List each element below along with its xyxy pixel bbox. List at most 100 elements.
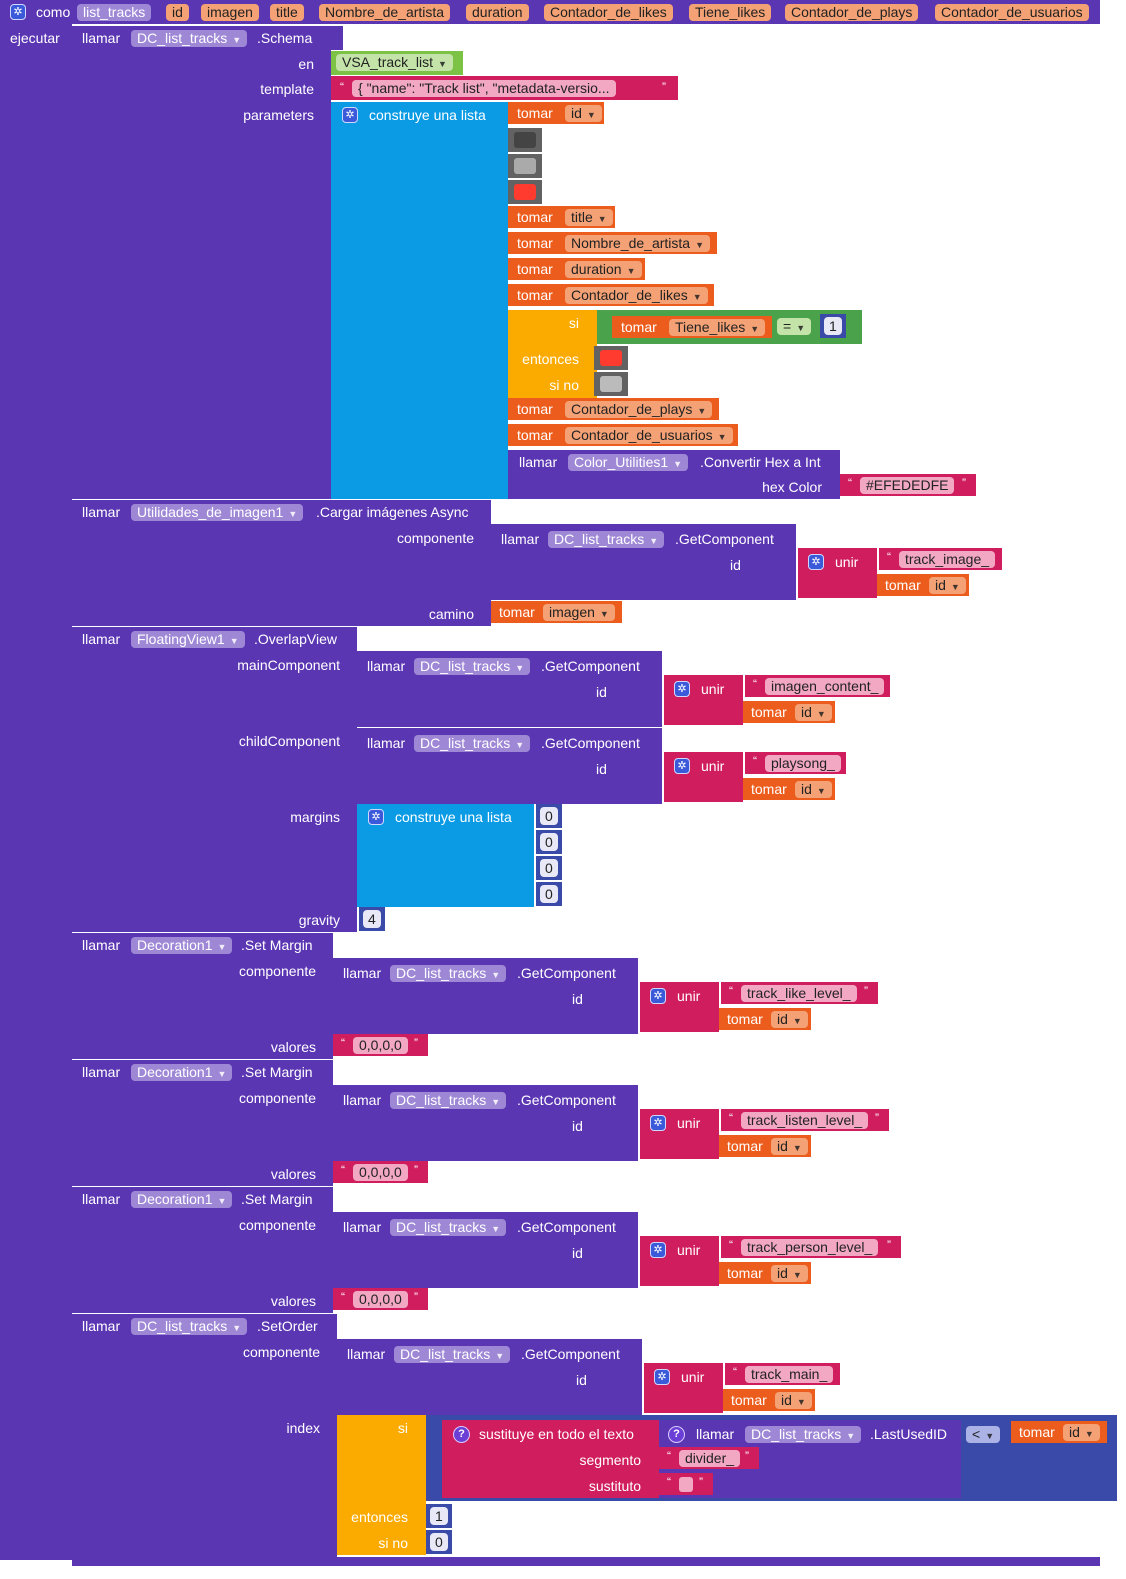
main-tomar-id-var[interactable]: id ▼ [795,704,832,721]
color-swatch[interactable] [514,184,536,200]
margin-value-1[interactable]: 0 [540,833,558,851]
margin-component-0[interactable]: Decoration1 ▼ [131,937,233,954]
param-6[interactable]: Tiene_likes [689,4,772,21]
schema-component[interactable]: DC_list_tracks ▼ [131,30,248,47]
child-getcomp-component[interactable]: DC_list_tracks ▼ [414,735,531,752]
main-join-text-value[interactable]: imagen_content_ [765,678,885,695]
index-if-block[interactable] [337,1415,426,1555]
param-4[interactable]: duration [466,4,529,21]
param-tomar-id-label: tomar [517,105,553,121]
param-3[interactable]: Nombre_de_artista [319,4,451,21]
margin1-getcomp-component[interactable]: DC_list_tracks ▼ [390,1092,507,1109]
help-icon[interactable]: ? [668,1426,685,1443]
param-5[interactable]: Contador_de_likes [544,4,673,21]
load-component[interactable]: Utilidades_de_imagen1 ▼ [131,504,304,521]
overlap-component[interactable]: FloatingView1 ▼ [131,631,245,648]
margin-component-1[interactable]: Decoration1 ▼ [131,1064,233,1081]
set-margin-block-1[interactable] [72,1060,333,1186]
set-margin-block-0[interactable] [72,933,333,1059]
margin-value-0[interactable]: 0 [540,807,558,825]
replace-all-block[interactable] [442,1420,659,1498]
color-component[interactable]: Color_Utilities1 ▼ [568,454,689,471]
margins-list-block[interactable] [357,804,534,907]
parameters-list-block[interactable] [331,102,508,499]
margin-value-2[interactable]: 0 [540,859,558,877]
setorder-tomar-id-var[interactable]: id ▼ [775,1392,812,1409]
param-0[interactable]: id [166,4,189,21]
param-1[interactable]: imagen [201,4,259,21]
margin0-getcomp-component[interactable]: DC_list_tracks ▼ [390,965,507,982]
load-images-block[interactable] [72,500,491,626]
margin-component-2[interactable]: Decoration1 ▼ [131,1191,233,1208]
list-gear-icon[interactable]: ✲ [342,107,358,123]
schema-en-value[interactable]: VSA_track_list ▼ [336,54,453,71]
overlap-block[interactable] [72,627,357,932]
index-tomar-id-var[interactable]: id ▼ [1063,1424,1100,1441]
lastid-component[interactable]: DC_list_tracks ▼ [745,1426,862,1443]
margin-value-0-value[interactable]: 0,0,0,0 [353,1037,408,1054]
margin0-join-text-value[interactable]: track_like_level_ [741,985,857,1002]
setorder-join-gear-icon[interactable]: ✲ [654,1369,670,1385]
param-7[interactable]: Contador_de_plays [785,4,919,21]
param-tomar-id-var[interactable]: id ▼ [565,105,602,122]
margin0-tomar-id-var[interactable]: id ▼ [771,1011,808,1028]
param-8[interactable]: Contador_de_usuarios [935,4,1089,21]
gravity-value[interactable]: 4 [363,910,381,928]
margin1-join-gear-icon[interactable]: ✲ [650,1115,666,1131]
hex-value-value[interactable]: #EFEDEDFE [860,477,955,494]
param-tomar-title-var[interactable]: title ▼ [565,209,613,226]
margin2-join-gear-icon[interactable]: ✲ [650,1242,666,1258]
margin-value-2-value[interactable]: 0,0,0,0 [353,1291,408,1308]
param-tomar-usuarios-var[interactable]: Contador_de_usuarios ▼ [565,427,733,444]
empty-string-value[interactable] [679,1477,693,1492]
margin1-tomar-id-var[interactable]: id ▼ [771,1138,808,1155]
param-2[interactable]: title [270,4,304,21]
compare-lt-operator[interactable]: < ▼ [966,1426,1001,1443]
setorder-join-text-value[interactable]: track_main_ [745,1366,834,1383]
color-swatch[interactable] [514,132,536,148]
param-tomar-plays-var[interactable]: Contador_de_plays ▼ [565,401,713,418]
margin-value-3[interactable]: 0 [540,885,558,903]
schema-call-block[interactable] [72,26,331,499]
load-tomar-id-var[interactable]: id ▼ [929,577,966,594]
margin-value-1-value[interactable]: 0,0,0,0 [353,1164,408,1181]
help-icon[interactable]: ? [453,1426,470,1443]
index-then-value[interactable]: 1 [430,1507,448,1525]
param-tomar-artist-var[interactable]: Nombre_de_artista ▼ [565,235,710,252]
margin0-join-gear-icon[interactable]: ✲ [650,988,666,1004]
margin2-join-text-value[interactable]: track_person_level_ [741,1239,879,1256]
segmento-value-value[interactable]: divider_ [679,1450,741,1467]
if-tomar-tiene-likes-var[interactable]: Tiene_likes ▼ [669,319,766,336]
param-tomar-likes-var[interactable]: Contador_de_likes ▼ [565,287,708,304]
param-tomar-duration-var[interactable]: duration ▼ [565,261,642,278]
margin2-getcomp-component[interactable]: DC_list_tracks ▼ [390,1219,507,1236]
color-swatch[interactable] [600,350,622,366]
child-join-text-value[interactable]: playsong_ [765,755,841,772]
load-join-text-value[interactable]: track_image_ [899,551,996,568]
index-else-value[interactable]: 0 [430,1533,448,1551]
color-swatch[interactable] [600,376,622,392]
margins-list-gear-icon[interactable]: ✲ [368,809,384,825]
child-join-gear-icon[interactable]: ✲ [674,758,690,774]
setorder-getcomp-component[interactable]: DC_list_tracks ▼ [394,1346,511,1363]
main-join-gear-icon[interactable]: ✲ [674,681,690,697]
procedure-name[interactable]: list_tracks [77,4,152,21]
if-block[interactable] [508,310,597,398]
margin1-join-text-value[interactable]: track_listen_level_ [741,1112,869,1129]
setorder-block[interactable] [72,1314,337,1557]
load-join-gear-icon[interactable]: ✲ [808,554,824,570]
child-tomar-id-var[interactable]: id ▼ [795,781,832,798]
margin2-tomar-id-var[interactable]: id ▼ [771,1265,808,1282]
main-getcomp-component[interactable]: DC_list_tracks ▼ [414,658,531,675]
dropdown-arrow-icon: ▼ [750,324,760,334]
color-swatch[interactable] [514,158,536,174]
compare-value[interactable]: 1 [824,317,842,335]
set-margin-block-2[interactable] [72,1187,333,1313]
compare-operator[interactable]: = ▼ [777,318,812,335]
load-getcomp-component[interactable]: DC_list_tracks ▼ [548,531,665,548]
schema-template-value[interactable]: { "name": "Track list", "metadata-versio… [352,80,616,97]
dropdown-arrow-icon: ▼ [796,323,806,333]
setorder-component[interactable]: DC_list_tracks ▼ [131,1318,248,1335]
load-tomar-imagen-var[interactable]: imagen ▼ [543,604,615,621]
procedure-gear-icon[interactable]: ✲ [10,4,26,20]
